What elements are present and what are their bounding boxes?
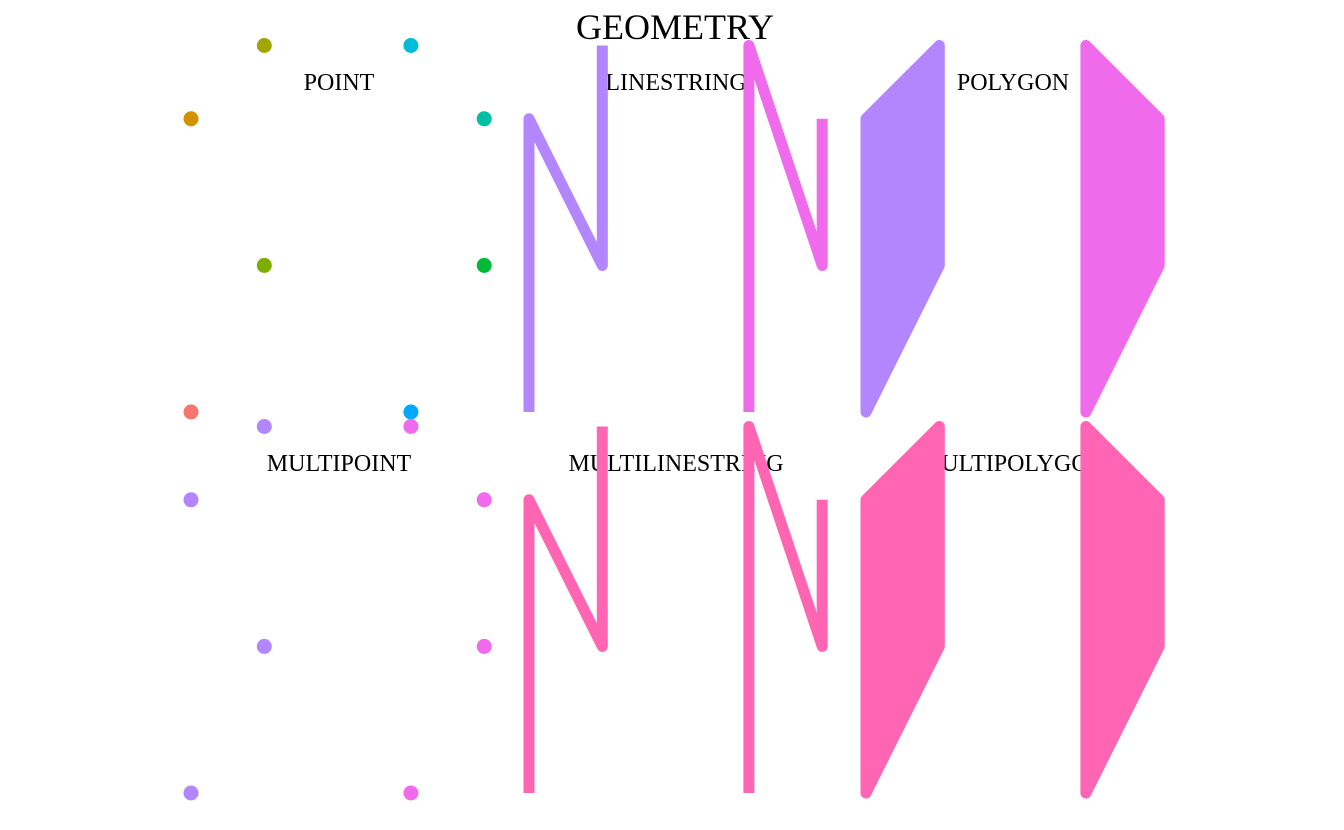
- point-point-0: [183, 404, 199, 420]
- point-point-2: [183, 111, 199, 127]
- point-point-7: [403, 38, 419, 53]
- panel-point: POINT: [183, 38, 492, 420]
- line-multilinestring-1: [743, 421, 828, 793]
- panel-title-multipoint: MULTIPOINT: [267, 451, 412, 477]
- polygon-multipolygon-1: [1080, 421, 1165, 799]
- point-multipoint-4: [403, 785, 419, 801]
- panel-title-multipolygon: MULTIPOLYGON: [920, 451, 1106, 477]
- line-linestring-0: [523, 45, 608, 412]
- figure-title: GEOMETRY: [576, 7, 774, 47]
- panel-title-linestring: LINESTRING: [605, 70, 746, 96]
- point-multipoint-3: [256, 419, 272, 434]
- panels-layer: POINT LINESTRING POLYGON MULTIPOINT MULTILIN…: [183, 38, 1165, 801]
- panel-multilinestring: MULTILINESTRING: [523, 421, 828, 793]
- panel-polygon: POLYGON: [860, 40, 1165, 418]
- point-multipoint-5: [476, 638, 492, 654]
- polygon-multipolygon-0: [860, 421, 945, 799]
- panel-linestring: LINESTRING: [523, 40, 828, 412]
- point-multipoint-2: [183, 492, 199, 508]
- panel-title-polygon: POLYGON: [957, 70, 1069, 96]
- point-multipoint-1: [256, 638, 272, 654]
- point-point-4: [403, 404, 419, 420]
- panel-multipoint: MULTIPOINT: [183, 419, 492, 801]
- point-multipoint-0: [183, 785, 199, 801]
- polygon-polygon-0: [860, 40, 945, 418]
- polygon-polygon-1: [1080, 40, 1165, 418]
- point-point-3: [256, 38, 272, 53]
- panel-multipolygon: MULTIPOLYGON: [860, 421, 1165, 799]
- point-point-1: [256, 257, 272, 273]
- point-point-5: [476, 257, 492, 273]
- point-multipoint-6: [476, 492, 492, 508]
- line-linestring-1: [743, 40, 828, 412]
- point-point-6: [476, 111, 492, 127]
- point-multipoint-7: [403, 419, 419, 434]
- line-multilinestring-0: [523, 426, 608, 793]
- panel-title-point: POINT: [304, 70, 375, 96]
